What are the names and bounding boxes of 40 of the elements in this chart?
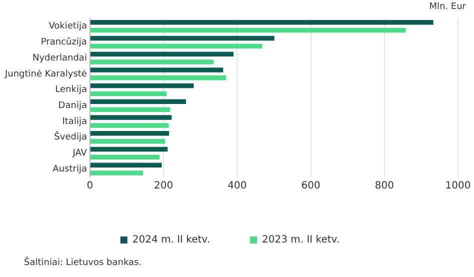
bar	[90, 138, 166, 144]
legend-label: 2024 m. II ketv.	[132, 234, 210, 246]
bar	[90, 28, 406, 33]
text: Šaltiniai: Lietuvos bankas.	[24, 258, 142, 268]
y-tick-label: Vokietija	[48, 22, 87, 32]
bar	[90, 123, 169, 128]
x-tick-label: 800	[374, 180, 394, 192]
bar	[90, 115, 172, 120]
text: Mln. Eur	[429, 2, 466, 12]
bar	[90, 68, 224, 72]
x-tick-label: 600	[301, 180, 320, 192]
bar	[90, 99, 186, 104]
bar	[90, 75, 226, 80]
legend-label: 2023 m. II ketv.	[262, 234, 340, 246]
y-tick-label: Nyderlandai	[32, 53, 87, 64]
y-tick-label: Austrija	[52, 164, 87, 174]
bar	[90, 131, 170, 136]
x-tick-label: 400	[228, 180, 247, 192]
x-tick-label: 1000	[445, 180, 471, 192]
bar	[90, 20, 434, 25]
bar	[90, 83, 194, 88]
x-tick-label: 0	[86, 180, 94, 192]
bar	[90, 107, 170, 112]
bar	[90, 170, 143, 176]
bar	[90, 52, 234, 56]
bar	[90, 91, 167, 96]
y-tick-label: Lenkija	[55, 85, 87, 96]
bar	[90, 36, 274, 41]
y-tick-label: Švedija	[54, 130, 87, 143]
y-tick-label: Jungtinė Karalystė	[4, 69, 88, 80]
bar	[90, 146, 168, 152]
y-tick-label: JAV	[72, 148, 88, 159]
y-tick-label: Prancūzija	[40, 38, 87, 48]
bar	[90, 60, 214, 64]
x-tick-label: 200	[154, 180, 174, 192]
bar	[90, 154, 160, 160]
y-tick-label: Italija	[62, 116, 87, 127]
bar	[90, 44, 262, 49]
y-tick-label: Danija	[58, 100, 87, 111]
bar	[90, 162, 162, 168]
